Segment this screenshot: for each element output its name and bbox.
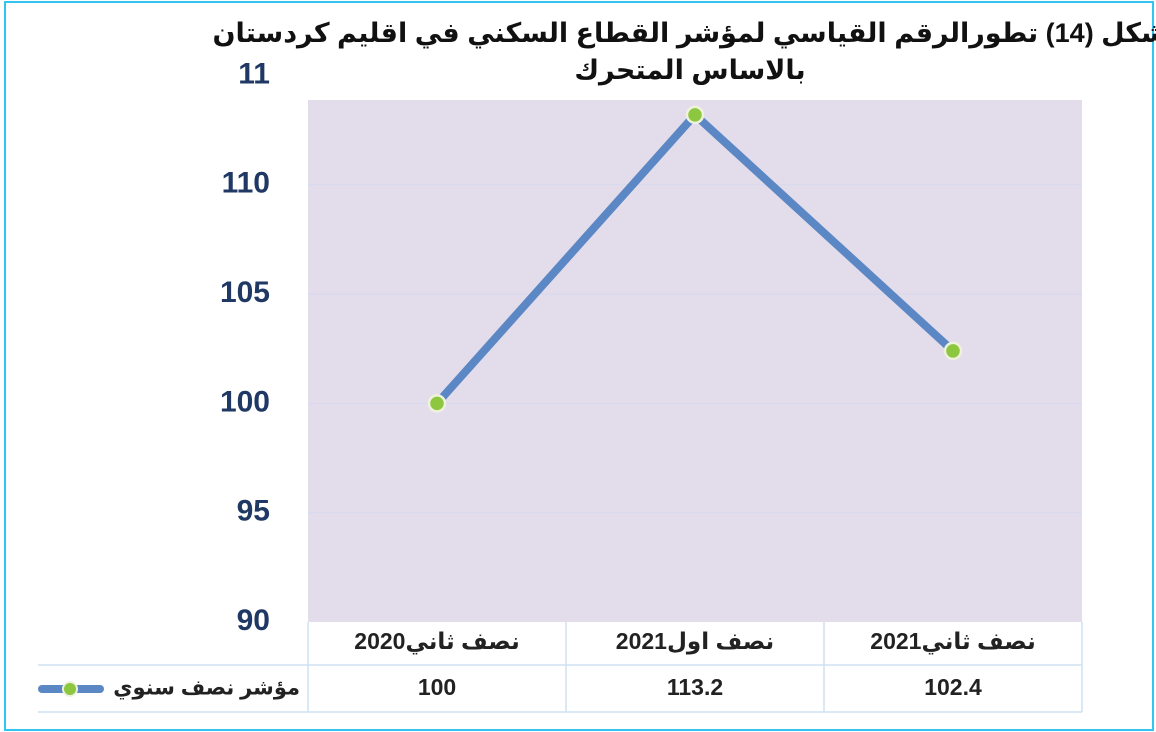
legend-label: مؤشر نصف سنوي — [113, 677, 300, 701]
x-tick-label: نصف اول2021 — [616, 628, 774, 655]
table-value: 113.2 — [667, 674, 723, 700]
marker — [943, 341, 963, 361]
table-value: 102.4 — [924, 674, 982, 700]
table-value: 100 — [418, 674, 456, 700]
x-tick-label: نصف ثاني2021 — [870, 628, 1035, 655]
legend-marker — [62, 681, 78, 697]
data-table — [38, 622, 1083, 713]
y-tick-label: 90 — [237, 604, 270, 637]
marker — [685, 105, 705, 125]
y-tick-label: 110 — [222, 167, 270, 200]
y-tick-label: 105 — [220, 276, 270, 309]
x-tick-label: نصف ثاني2020 — [354, 628, 519, 655]
chart-title: شكل (14) تطورالرقم القياسي لمؤشر القطاع … — [212, 18, 1156, 49]
chart-title: بالاساس المتحرك — [574, 55, 805, 86]
y-tick-label: 95 — [237, 495, 270, 528]
plot-area — [308, 100, 1082, 622]
y-tick-label: 11 — [238, 57, 270, 90]
y-tick-label: 100 — [220, 385, 270, 418]
marker — [427, 394, 447, 413]
